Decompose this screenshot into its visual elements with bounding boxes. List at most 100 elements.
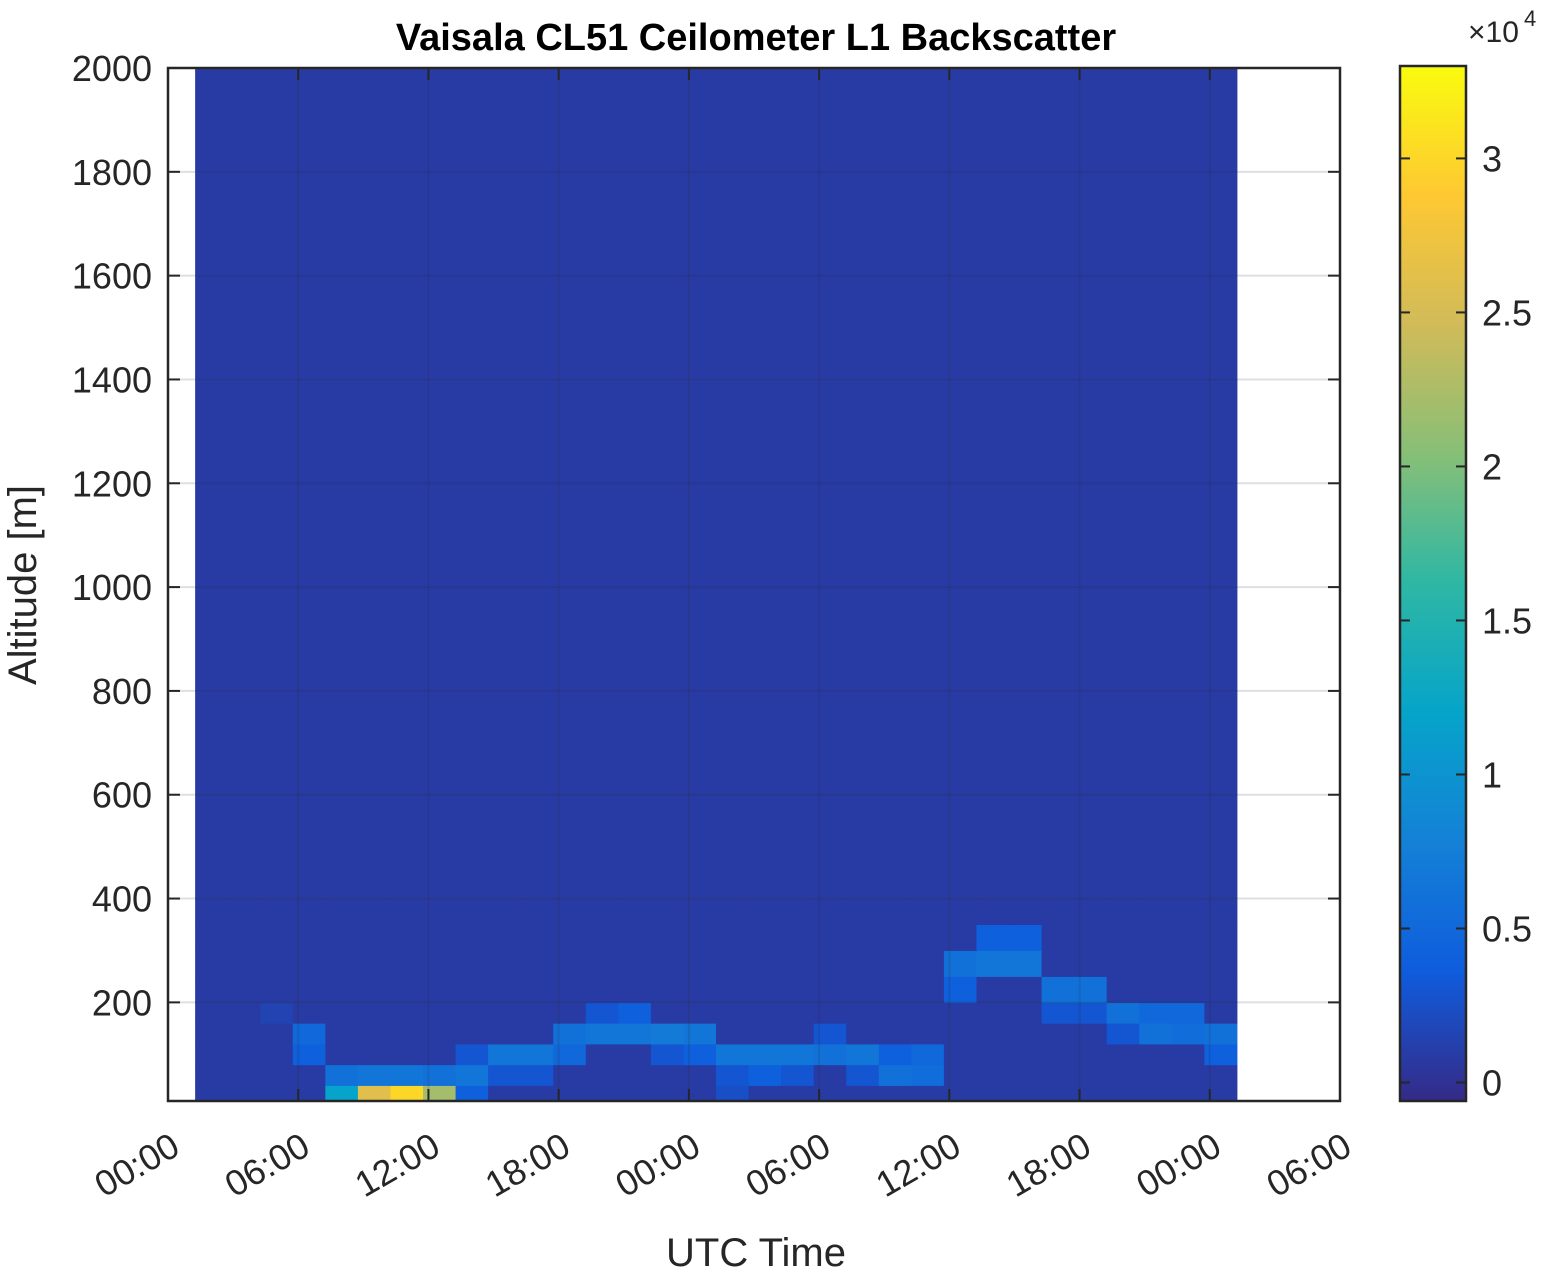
- heatmap-cell: [846, 1085, 880, 1102]
- heatmap-cell: [650, 950, 684, 977]
- colorbar-tick-label: 0: [1482, 1063, 1502, 1104]
- x-tick-label: 18:00: [999, 1124, 1098, 1205]
- heatmap-cell: [1041, 1064, 1075, 1086]
- heatmap-cell: [813, 924, 847, 951]
- heatmap-cell: [618, 950, 652, 977]
- heatmap-cell: [943, 950, 977, 977]
- heatmap-cell: [292, 976, 326, 1003]
- heatmap-cell: [1106, 950, 1140, 977]
- heatmap-cell: [1074, 976, 1108, 1003]
- heatmap-cell: [813, 1043, 847, 1066]
- heatmap-cell: [292, 1023, 326, 1045]
- heatmap-cell: [1204, 1064, 1238, 1086]
- heatmap-cell: [716, 898, 750, 926]
- heatmap-cell: [683, 976, 717, 1003]
- heatmap-cell: [325, 976, 359, 1003]
- heatmap-cell: [1074, 1002, 1108, 1024]
- heatmap-cell: [390, 68, 424, 900]
- heatmap-cell: [357, 1023, 391, 1045]
- heatmap-cell: [195, 1043, 229, 1066]
- heatmap-cell: [488, 924, 522, 951]
- heatmap-cell: [716, 1023, 750, 1045]
- heatmap-cell: [1106, 976, 1140, 1003]
- heatmap-cell: [292, 1002, 326, 1024]
- heatmap-cell: [325, 924, 359, 951]
- colorbar-tick-label: 1: [1482, 754, 1502, 795]
- heatmap-cell: [488, 1043, 522, 1066]
- heatmap-cell: [423, 898, 457, 926]
- heatmap-cell: [976, 1043, 1010, 1066]
- heatmap-cell: [1171, 68, 1205, 900]
- heatmap-cell: [618, 1023, 652, 1045]
- heatmap-cell: [716, 1002, 750, 1024]
- heatmap-cell: [683, 950, 717, 977]
- heatmap-cell: [1041, 898, 1075, 926]
- heatmap-cell: [1171, 1085, 1205, 1102]
- heatmap-cell: [878, 68, 912, 900]
- heatmap-cell: [195, 950, 229, 977]
- heatmap-cell: [976, 1064, 1010, 1086]
- heatmap-cell: [553, 1085, 587, 1102]
- heatmap-cell: [976, 950, 1010, 977]
- heatmap-cell: [1009, 1064, 1043, 1086]
- heatmap-cell: [1074, 1043, 1108, 1066]
- heatmap-cell: [748, 1002, 782, 1024]
- heatmap-cell: [683, 1043, 717, 1066]
- heatmap-cell: [1074, 898, 1108, 926]
- heatmap-cell: [585, 976, 619, 1003]
- colorbar-multiplier: ×10: [1468, 16, 1519, 49]
- heatmap-cell: [1204, 68, 1238, 900]
- heatmap-cell: [488, 1085, 522, 1102]
- heatmap-cell: [260, 68, 294, 900]
- heatmap-cell: [1171, 1023, 1205, 1045]
- heatmap-cell: [1074, 1023, 1108, 1045]
- heatmap-cell: [976, 68, 1010, 900]
- heatmap-cell: [423, 976, 457, 1003]
- heatmap-cell: [1204, 898, 1238, 926]
- heatmap-cell: [357, 1064, 391, 1086]
- x-tick-label: 00:00: [1129, 1124, 1228, 1205]
- heatmap-cell: [976, 1023, 1010, 1045]
- heatmap-cell: [1171, 950, 1205, 977]
- y-tick-label: 1000: [72, 567, 152, 608]
- heatmap-cell: [1009, 1023, 1043, 1045]
- heatmap-cell: [1074, 1064, 1108, 1086]
- heatmap-cell: [1139, 1023, 1173, 1045]
- heatmap-cell: [292, 1064, 326, 1086]
- colorbar-tick-label: 2.5: [1482, 292, 1532, 333]
- heatmap-cell: [455, 1085, 489, 1102]
- heatmap-cell: [260, 1085, 294, 1102]
- heatmap-cell: [585, 898, 619, 926]
- heatmap-cell: [325, 1064, 359, 1086]
- heatmap-cell: [748, 1023, 782, 1045]
- heatmap-cell: [227, 1023, 261, 1045]
- heatmap-cell: [716, 924, 750, 951]
- heatmap-cell: [976, 976, 1010, 1003]
- heatmap-cell: [943, 1002, 977, 1024]
- heatmap-cell: [1041, 950, 1075, 977]
- y-tick-label: 400: [92, 879, 152, 920]
- heatmap-cell: [748, 1043, 782, 1066]
- heatmap-cell: [781, 1064, 815, 1086]
- heatmap-cell: [585, 1002, 619, 1024]
- heatmap-cell: [911, 1002, 945, 1024]
- heatmap-cell: [943, 1043, 977, 1066]
- y-axis-label: Altitude [m]: [1, 485, 45, 685]
- heatmap-cell: [878, 1002, 912, 1024]
- heatmap-cell: [650, 898, 684, 926]
- heatmap-cell: [1009, 1043, 1043, 1066]
- heatmap-cell: [325, 950, 359, 977]
- heatmap-cell: [846, 68, 880, 900]
- heatmap-cell: [846, 1064, 880, 1086]
- heatmap-cell: [716, 950, 750, 977]
- x-tick-label: 06:00: [739, 1124, 838, 1205]
- heatmap-cell: [260, 898, 294, 926]
- heatmap-cell: [781, 68, 815, 900]
- heatmap-cell: [1106, 1002, 1140, 1024]
- heatmap-cell: [1106, 1023, 1140, 1045]
- heatmap-cell: [520, 68, 554, 900]
- heatmap-cell: [390, 950, 424, 977]
- heatmap-cell: [455, 1023, 489, 1045]
- heatmap-cell: [1204, 1085, 1238, 1102]
